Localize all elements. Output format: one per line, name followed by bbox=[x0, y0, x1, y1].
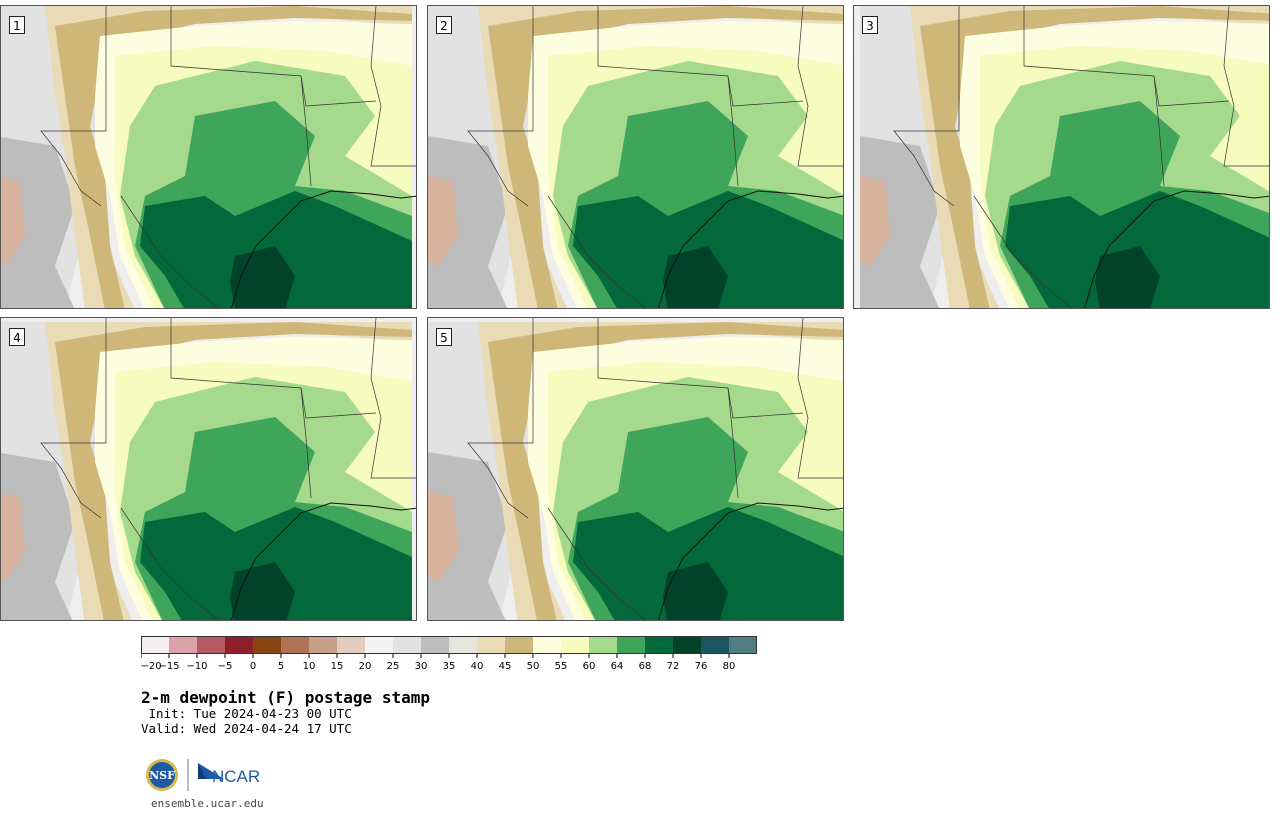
colorbar-tick-label: −10 bbox=[186, 661, 207, 672]
colorbar-tick-label: 40 bbox=[471, 661, 484, 672]
colorbar-tick-label: 30 bbox=[415, 661, 428, 672]
coastline bbox=[658, 502, 843, 620]
panel-label: 1 bbox=[9, 16, 25, 34]
colorbar-swatch bbox=[309, 636, 337, 654]
coastline bbox=[231, 502, 416, 620]
colorbar-tick-label: −15 bbox=[158, 661, 179, 672]
state-border bbox=[40, 318, 107, 519]
colorbar-swatch bbox=[449, 636, 477, 654]
colorbar-swatch bbox=[617, 636, 645, 654]
logos: NSF NCAR bbox=[144, 757, 274, 793]
colorbar-tick-label: 50 bbox=[527, 661, 540, 672]
colorbar-tick-label: 35 bbox=[443, 661, 456, 672]
colorbar-swatch bbox=[729, 636, 757, 654]
colorbar-swatch bbox=[645, 636, 673, 654]
colorbar-tick-label: 76 bbox=[695, 661, 708, 672]
site-url: ensemble.ucar.edu bbox=[151, 797, 264, 810]
state-border bbox=[300, 75, 312, 187]
map-panel-2: 2 bbox=[427, 5, 844, 309]
state-border bbox=[893, 6, 960, 207]
state-border bbox=[120, 507, 220, 620]
colorbar-swatch bbox=[477, 636, 505, 654]
state-border bbox=[40, 6, 107, 207]
colorbar-tick-label: 64 bbox=[611, 661, 624, 672]
coastline bbox=[231, 190, 416, 308]
colorbar-tick-label: 5 bbox=[278, 661, 284, 672]
colorbar-tick-label: 15 bbox=[331, 661, 344, 672]
colorbar-tick-label: 80 bbox=[723, 661, 736, 672]
dewpoint-map bbox=[428, 318, 843, 620]
colorbar-swatch bbox=[337, 636, 365, 654]
panel-label: 3 bbox=[862, 16, 878, 34]
colorbar-swatch bbox=[589, 636, 617, 654]
colorbar-swatch bbox=[253, 636, 281, 654]
state-border bbox=[547, 507, 647, 620]
colorbar-swatch bbox=[169, 636, 197, 654]
panel-label: 4 bbox=[9, 328, 25, 346]
ncar-logo-text: NCAR bbox=[212, 767, 260, 786]
panel-label: 5 bbox=[436, 328, 452, 346]
valid-time: Valid: Wed 2024-04-24 17 UTC bbox=[141, 721, 352, 736]
colorbar-tick-label: −5 bbox=[218, 661, 233, 672]
colorbar-tick-label: −20 bbox=[141, 661, 162, 672]
map-panel-1: 1 bbox=[0, 5, 417, 309]
state-border bbox=[727, 387, 739, 499]
state-border bbox=[547, 195, 647, 308]
state-border bbox=[120, 195, 220, 308]
colorbar-swatch bbox=[141, 636, 169, 654]
figure-title: 2-m dewpoint (F) postage stamp bbox=[141, 688, 430, 707]
dewpoint-map bbox=[854, 6, 1269, 308]
colorbar-swatch bbox=[701, 636, 729, 654]
colorbar-swatch bbox=[533, 636, 561, 654]
ncar-logo-icon: NCAR bbox=[198, 763, 260, 786]
dewpoint-map bbox=[1, 6, 416, 308]
colorbar-tick-label: 20 bbox=[359, 661, 372, 672]
colorbar-swatch bbox=[421, 636, 449, 654]
state-border bbox=[797, 318, 843, 479]
dewpoint-map bbox=[428, 6, 843, 308]
state-border bbox=[467, 318, 534, 519]
state-border bbox=[727, 75, 739, 187]
colorbar-swatch bbox=[281, 636, 309, 654]
colorbar-swatch bbox=[197, 636, 225, 654]
state-border bbox=[973, 195, 1073, 308]
nsf-logo-icon: NSF bbox=[146, 759, 178, 791]
colorbar-swatch bbox=[365, 636, 393, 654]
state-border bbox=[797, 6, 843, 167]
colorbar-swatch bbox=[673, 636, 701, 654]
state-border bbox=[467, 6, 534, 207]
coastline bbox=[658, 190, 843, 308]
init-time: Init: Tue 2024-04-23 00 UTC bbox=[141, 706, 352, 721]
colorbar-tick-label: 0 bbox=[250, 661, 256, 672]
colorbar-swatch bbox=[393, 636, 421, 654]
nsf-logo-text: NSF bbox=[149, 769, 175, 782]
colorbar-tick-label: 25 bbox=[387, 661, 400, 672]
state-border bbox=[300, 387, 312, 499]
state-border bbox=[370, 318, 416, 479]
map-panel-5: 5 bbox=[427, 317, 844, 621]
colorbar-tick-label: 55 bbox=[555, 661, 568, 672]
dewpoint-map bbox=[1, 318, 416, 620]
state-border bbox=[1223, 6, 1269, 167]
colorbar: −20−15 −10 −5 0 5 10 15 20 25 30 35 40 45 50 55 60 64 68 7… bbox=[141, 636, 757, 672]
map-panel-4: 4 bbox=[0, 317, 417, 621]
coastline bbox=[1084, 190, 1269, 308]
state-border bbox=[370, 6, 416, 167]
colorbar-swatch bbox=[561, 636, 589, 654]
colorbar-tick-label: 72 bbox=[667, 661, 680, 672]
state-border bbox=[1153, 75, 1165, 187]
panel-label: 2 bbox=[436, 16, 452, 34]
colorbar-tick-label: 68 bbox=[639, 661, 652, 672]
colorbar-tick-label: 45 bbox=[499, 661, 512, 672]
colorbar-swatch bbox=[505, 636, 533, 654]
colorbar-tick-label: 60 bbox=[583, 661, 596, 672]
colorbar-swatch bbox=[225, 636, 253, 654]
map-panel-3: 3 bbox=[853, 5, 1270, 309]
colorbar-tick-label: 10 bbox=[303, 661, 316, 672]
